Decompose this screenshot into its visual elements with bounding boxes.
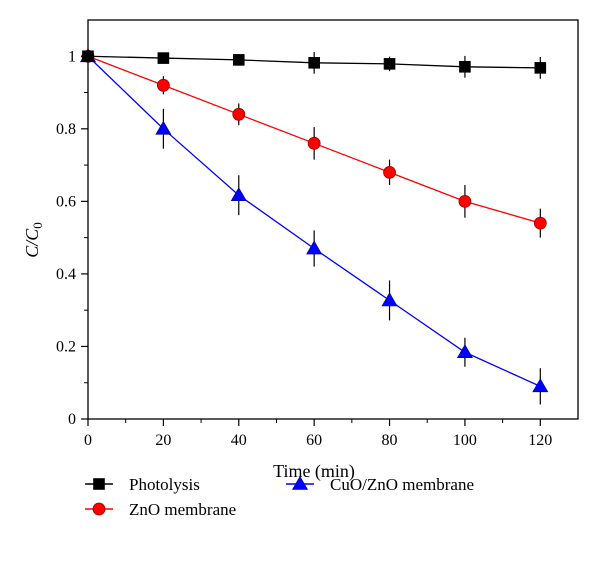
x-tick-label: 40 [231, 432, 247, 449]
legend-marker [291, 475, 309, 490]
series-zno-membrane [81, 49, 547, 238]
plot-area [79, 48, 549, 405]
data-point [230, 187, 247, 201]
legend-label: ZnO membrane [129, 500, 236, 519]
legend-label: CuO/ZnO membrane [330, 475, 474, 494]
legend: Photolysis ZnO membrane CuO/ZnO membrane [85, 475, 474, 519]
data-point [155, 120, 172, 135]
x-tick-label: 0 [84, 432, 92, 449]
series-line [87, 55, 541, 387]
data-point [306, 240, 323, 255]
series-cuo-zno-membrane [79, 48, 549, 405]
y-tick-label: 0 [68, 411, 76, 428]
plot-frame [87, 19, 579, 420]
data-point [533, 216, 547, 230]
data-point [156, 78, 170, 92]
data-point [459, 60, 471, 73]
y-tick-label: 1 [68, 48, 76, 65]
data-point [157, 52, 170, 64]
data-point [534, 62, 547, 74]
x-tick-label: 60 [306, 432, 322, 449]
x-tick-label: 100 [453, 432, 477, 449]
data-point [232, 107, 246, 121]
legend-item: Photolysis [85, 475, 200, 494]
y-tick-label: 0.8 [56, 121, 76, 138]
legend-item: ZnO membrane [85, 500, 236, 519]
series-photolysis [82, 50, 547, 79]
x-tick-label: 80 [382, 432, 398, 449]
data-point [456, 344, 473, 359]
x-tick-label: 20 [155, 432, 171, 449]
data-point [381, 292, 398, 307]
axes: 0 20 40 60 80 100 120 0 0.2 0.4 0.6 0.8 1 [56, 19, 579, 449]
legend-label: Photolysis [129, 475, 200, 494]
legend-item: CuO/ZnO membrane [286, 475, 474, 494]
data-point [532, 378, 549, 393]
y-tick-label: 0.2 [56, 338, 76, 355]
data-point [458, 194, 472, 208]
data-point [383, 58, 396, 70]
data-point [307, 136, 321, 150]
x-tick-label: 120 [528, 432, 552, 449]
legend-marker [92, 502, 106, 516]
data-point [308, 57, 320, 69]
data-point [232, 54, 245, 66]
y-axis-label: C/C0 [22, 222, 45, 258]
y-tick-label: 0.6 [56, 193, 76, 210]
y-tick-label: 0.4 [56, 266, 76, 283]
legend-marker [93, 478, 105, 490]
data-point [383, 165, 396, 179]
x-axis-label: Time (min) [273, 461, 355, 482]
